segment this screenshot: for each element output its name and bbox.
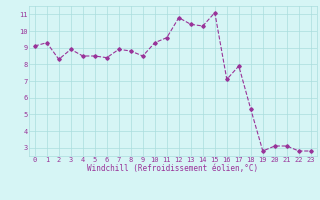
X-axis label: Windchill (Refroidissement éolien,°C): Windchill (Refroidissement éolien,°C) xyxy=(87,164,258,173)
